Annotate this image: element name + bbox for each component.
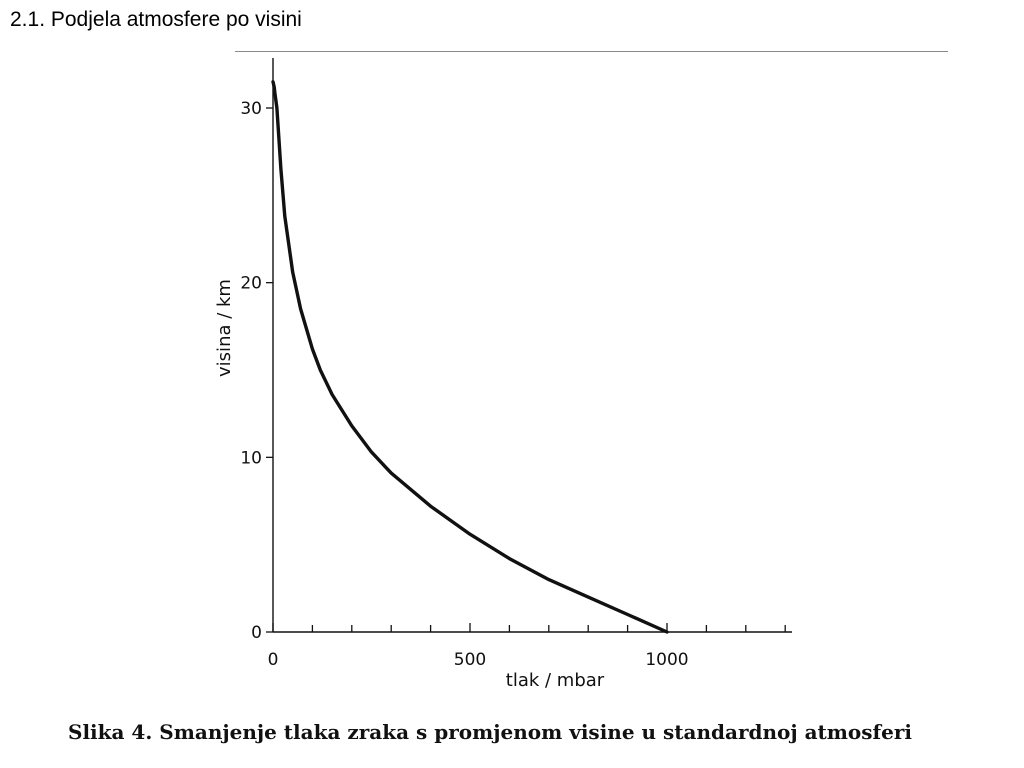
chart-tick-labels: 0 500 1000 0 10 20 30 [240,99,688,670]
y-axis-label: visina / km [214,279,235,377]
x-tick-label: 0 [268,650,279,670]
pressure-altitude-curve [271,80,669,634]
x-axis-label: tlak / mbar [506,670,605,691]
x-tick-label: 1000 [645,650,688,670]
slide-title: 2.1. Podjela atmosfere po visini [10,8,302,31]
title-divider [235,51,948,52]
y-tick-label: 10 [240,448,262,468]
figure-caption: Slika 4. Smanjenje tlaka zraka s promjen… [68,720,912,744]
chart-series [271,80,669,634]
chart-ticks [266,107,786,633]
y-tick-label: 20 [240,274,262,294]
chart-axes [272,58,792,633]
y-tick-label: 30 [240,99,262,119]
y-tick-label: 0 [251,623,262,643]
x-tick-label: 500 [454,650,486,670]
